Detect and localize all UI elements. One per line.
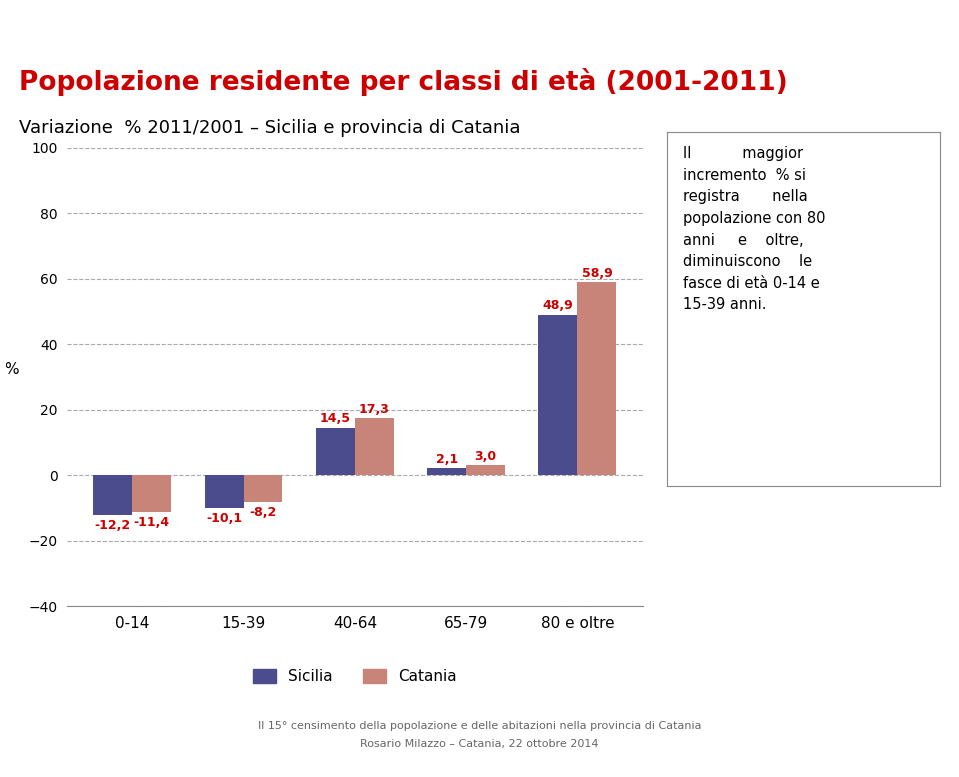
Y-axis label: %: % [4, 362, 19, 377]
Text: Popolazione residente per classi di età (2001-2011): Popolazione residente per classi di età … [19, 68, 788, 96]
Text: 3,0: 3,0 [475, 450, 497, 462]
Text: Il           maggior
incremento  % si
registra       nella
popolazione con 80
an: Il maggior incremento % si registra nell… [683, 146, 826, 312]
Text: 2,1: 2,1 [435, 452, 457, 465]
Text: -8,2: -8,2 [249, 506, 276, 519]
Bar [316, 427, 355, 475]
Text: Rosario Milazzo – Catania, 22 ottobre 2014: Rosario Milazzo – Catania, 22 ottobre 20… [361, 740, 598, 749]
Text: Variazione  % 2011/2001 – Sicilia e provincia di Catania: Variazione % 2011/2001 – Sicilia e provi… [19, 119, 521, 138]
Text: 17,3: 17,3 [359, 402, 389, 416]
Bar [93, 475, 132, 515]
Text: -12,2: -12,2 [95, 519, 130, 532]
Bar [577, 282, 617, 475]
Text: -11,4: -11,4 [133, 517, 170, 529]
Bar [466, 465, 505, 475]
Text: 58,9: 58,9 [581, 267, 612, 280]
Text: 14,5: 14,5 [320, 412, 351, 425]
Bar [427, 469, 466, 475]
Bar [244, 475, 283, 502]
Bar [355, 419, 394, 475]
Bar [204, 475, 244, 508]
Bar [538, 315, 577, 475]
Bar [132, 475, 172, 512]
Text: -10,1: -10,1 [206, 512, 242, 525]
Text: 48,9: 48,9 [543, 299, 573, 312]
Text: Il 15° censimento della popolazione e delle abitazioni nella provincia di Catani: Il 15° censimento della popolazione e de… [258, 722, 701, 731]
Legend: Sicilia, Catania: Sicilia, Catania [246, 663, 463, 690]
